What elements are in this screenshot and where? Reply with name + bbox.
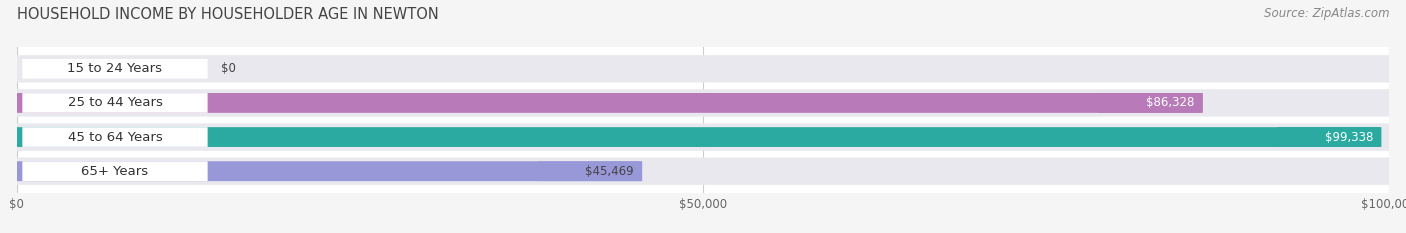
- FancyBboxPatch shape: [538, 161, 643, 181]
- Text: 45 to 64 Years: 45 to 64 Years: [67, 130, 162, 144]
- FancyBboxPatch shape: [17, 161, 641, 181]
- Text: $99,338: $99,338: [1324, 130, 1374, 144]
- FancyBboxPatch shape: [17, 93, 1202, 113]
- FancyBboxPatch shape: [17, 127, 1381, 147]
- FancyBboxPatch shape: [17, 123, 1389, 151]
- FancyBboxPatch shape: [22, 127, 208, 147]
- Text: $0: $0: [221, 62, 236, 75]
- Text: 65+ Years: 65+ Years: [82, 165, 149, 178]
- Text: 15 to 24 Years: 15 to 24 Years: [67, 62, 163, 75]
- Text: 25 to 44 Years: 25 to 44 Years: [67, 96, 163, 110]
- Text: HOUSEHOLD INCOME BY HOUSEHOLDER AGE IN NEWTON: HOUSEHOLD INCOME BY HOUSEHOLDER AGE IN N…: [17, 7, 439, 22]
- FancyBboxPatch shape: [1277, 127, 1382, 147]
- FancyBboxPatch shape: [1098, 93, 1204, 113]
- FancyBboxPatch shape: [17, 158, 1389, 185]
- FancyBboxPatch shape: [22, 161, 208, 181]
- FancyBboxPatch shape: [17, 89, 1389, 116]
- FancyBboxPatch shape: [22, 93, 208, 113]
- FancyBboxPatch shape: [17, 55, 1389, 82]
- Text: Source: ZipAtlas.com: Source: ZipAtlas.com: [1264, 7, 1389, 20]
- FancyBboxPatch shape: [22, 59, 208, 79]
- Text: $86,328: $86,328: [1146, 96, 1195, 110]
- Text: $45,469: $45,469: [585, 165, 634, 178]
